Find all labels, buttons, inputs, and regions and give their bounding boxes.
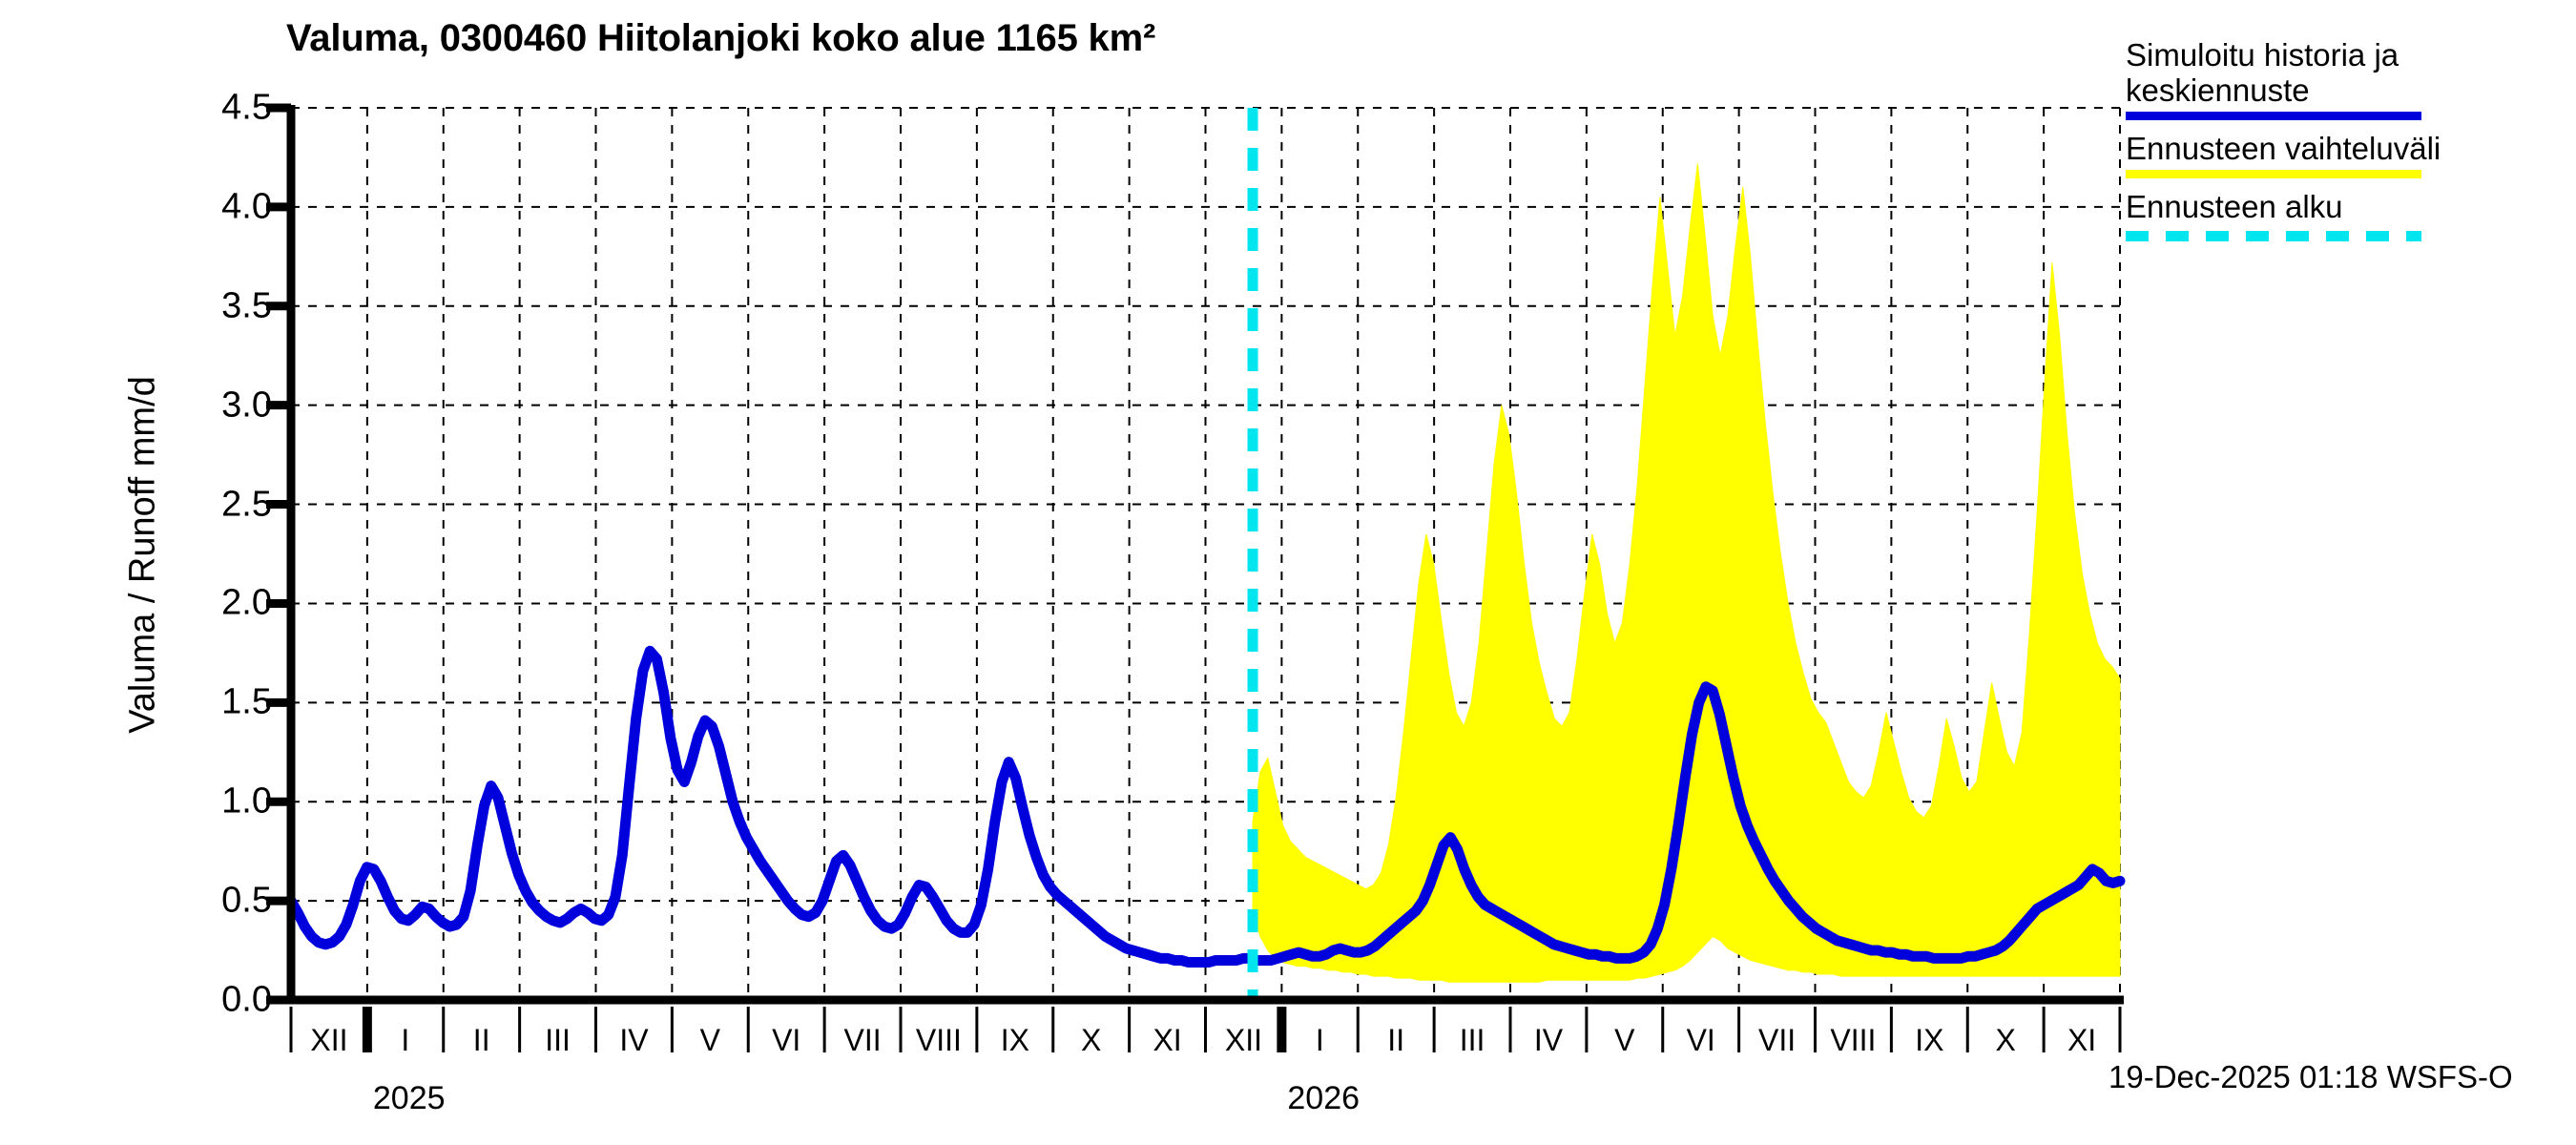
legend-label-mean: Simuloitu historia ja keskiennuste xyxy=(2126,37,2399,108)
x-month-label: XI xyxy=(1153,1023,1182,1057)
x-month-label: XII xyxy=(310,1023,348,1057)
footer-timestamp: 19-Dec-2025 01:18 WSFS-O xyxy=(2109,1059,2513,1094)
legend-swatch-mean-line xyxy=(2126,111,2421,120)
x-month-label: IV xyxy=(1533,1023,1564,1057)
page-title: Valuma, 0300460 Hiitolanjoki koko alue 1… xyxy=(286,17,1156,59)
y-tick-label: 4.5 xyxy=(221,87,272,128)
x-month-label: I xyxy=(1315,1023,1324,1057)
legend-item-range: Ennusteen vaihteluväli xyxy=(2126,130,2574,178)
legend-item-forecast-start: Ennusteen alku xyxy=(2126,188,2574,241)
y-tick-label: 4.0 xyxy=(221,186,272,227)
y-tick-label: 3.0 xyxy=(221,385,272,426)
x-month-label: X xyxy=(1995,1023,2016,1057)
y-axis-tick-labels: 0.0 0.5 1.0 1.5 2.0 2.5 3.0 3.5 4.0 4.5 xyxy=(148,0,272,1145)
x-year-label: 2026 xyxy=(1287,1080,1361,1116)
x-month-label: II xyxy=(1387,1023,1405,1057)
y-tick-label: 2.0 xyxy=(221,582,272,623)
x-month-label: IV xyxy=(619,1023,649,1057)
x-month-label: IX xyxy=(1000,1023,1029,1057)
x-month-label: VII xyxy=(843,1023,882,1057)
y-tick-label: 1.5 xyxy=(221,681,272,722)
y-tick-label: 0.0 xyxy=(221,979,272,1020)
x-month-label: IX xyxy=(1915,1023,1944,1057)
legend-label-range: Ennusteen vaihteluväli xyxy=(2126,130,2441,166)
x-month-label: XI xyxy=(2067,1023,2097,1057)
y-tick-label: 3.5 xyxy=(221,285,272,326)
x-month-label: V xyxy=(1614,1023,1635,1057)
x-month-label: VIII xyxy=(915,1023,962,1057)
legend-swatch-range-band xyxy=(2126,169,2421,178)
x-month-label: VI xyxy=(1686,1023,1715,1057)
x-month-label: X xyxy=(1081,1023,1102,1057)
x-month-label: VI xyxy=(772,1023,801,1057)
x-month-label: VII xyxy=(1758,1023,1797,1057)
y-tick-label: 2.5 xyxy=(221,484,272,525)
y-tick-label: 1.0 xyxy=(221,781,272,822)
legend-swatch-forecast-start-dashed xyxy=(2126,230,2421,241)
y-tick-label: 0.5 xyxy=(221,880,272,921)
x-month-label: I xyxy=(401,1023,410,1057)
legend-label-forecast-start: Ennusteen alku xyxy=(2126,188,2343,224)
x-month-label: II xyxy=(472,1023,490,1057)
x-month-label: III xyxy=(545,1023,571,1057)
x-month-label: XII xyxy=(1224,1023,1262,1057)
x-month-label: VIII xyxy=(1830,1023,1877,1057)
legend: Simuloitu historia ja keskiennuste Ennus… xyxy=(2126,37,2574,245)
x-year-label: 2025 xyxy=(372,1080,446,1116)
x-month-label: III xyxy=(1459,1023,1485,1057)
legend-item-mean: Simuloitu historia ja keskiennuste xyxy=(2126,37,2574,120)
x-month-label: V xyxy=(699,1023,720,1057)
